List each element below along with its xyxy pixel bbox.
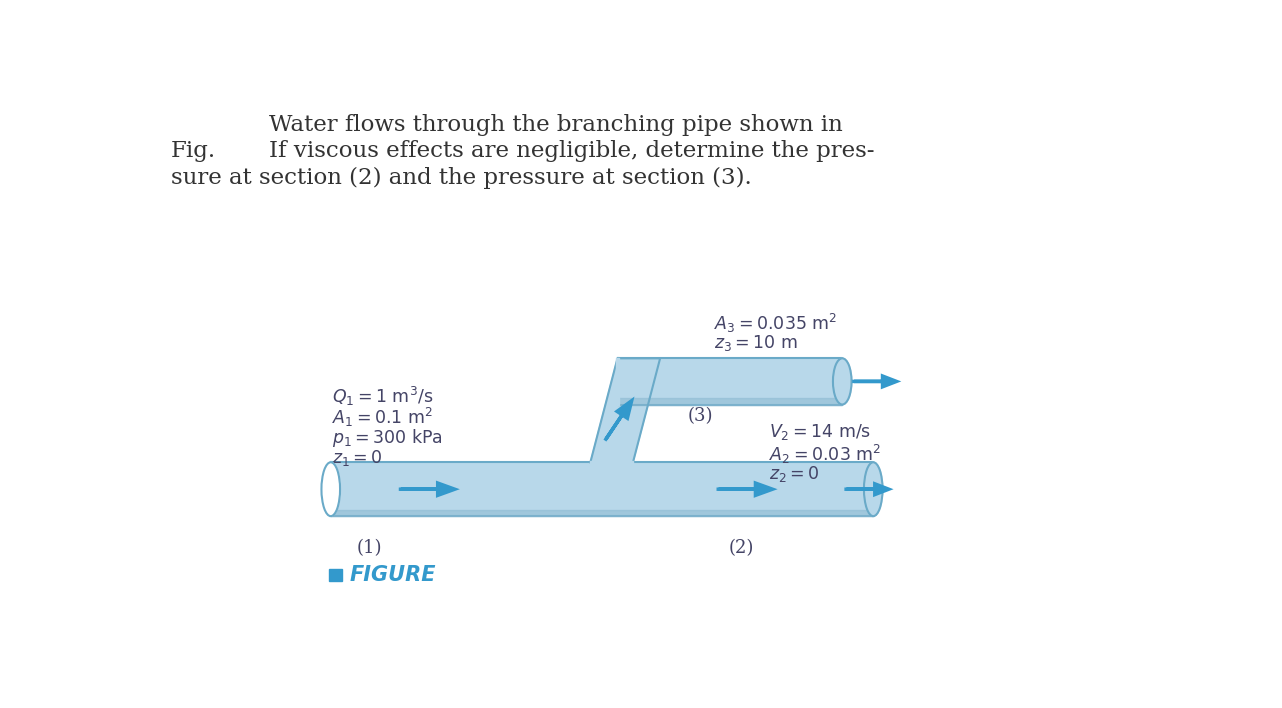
Polygon shape <box>618 358 842 404</box>
Text: $Q_1 = 1\ \mathrm{m^3/s}$: $Q_1 = 1\ \mathrm{m^3/s}$ <box>332 385 433 409</box>
Text: Fig.: Fig. <box>171 140 217 162</box>
Text: (1): (1) <box>356 539 382 557</box>
FancyArrow shape <box>718 483 773 496</box>
Text: FIGURE: FIGURE <box>350 565 436 585</box>
Text: $p_1 = 300\ \mathrm{kPa}$: $p_1 = 300\ \mathrm{kPa}$ <box>332 427 444 449</box>
Ellipse shape <box>322 462 340 516</box>
Text: $z_2 = 0$: $z_2 = 0$ <box>769 464 819 484</box>
Text: If viscous effects are negligible, determine the pres-: If viscous effects are negligible, deter… <box>269 140 874 162</box>
Ellipse shape <box>833 358 851 404</box>
Text: $A_3 = 0.035\ \mathrm{m^2}$: $A_3 = 0.035\ \mathrm{m^2}$ <box>714 312 837 335</box>
FancyArrow shape <box>846 484 888 495</box>
Polygon shape <box>591 358 660 462</box>
FancyArrow shape <box>400 483 455 496</box>
Text: (3): (3) <box>687 407 713 425</box>
Ellipse shape <box>864 462 882 516</box>
Polygon shape <box>615 358 619 404</box>
Text: $V_2 = 14\ \mathrm{m/s}$: $V_2 = 14\ \mathrm{m/s}$ <box>769 422 870 442</box>
Polygon shape <box>329 569 341 581</box>
Polygon shape <box>331 462 873 516</box>
Polygon shape <box>591 461 633 464</box>
Text: sure at section (2) and the pressure at section (3).: sure at section (2) and the pressure at … <box>171 166 751 188</box>
FancyArrow shape <box>854 376 896 387</box>
Text: (2): (2) <box>728 539 754 557</box>
Text: $A_1 = 0.1\ \mathrm{m^2}$: $A_1 = 0.1\ \mathrm{m^2}$ <box>332 406 433 429</box>
Polygon shape <box>331 510 873 516</box>
FancyArrow shape <box>606 401 632 439</box>
Text: $z_3 = 10\ \mathrm{m}$: $z_3 = 10\ \mathrm{m}$ <box>714 333 799 353</box>
Text: $A_2 = 0.03\ \mathrm{m^2}$: $A_2 = 0.03\ \mathrm{m^2}$ <box>769 443 881 466</box>
Polygon shape <box>618 399 842 404</box>
Text: $z_1 = 0$: $z_1 = 0$ <box>332 447 383 467</box>
Text: Water flows through the branching pipe shown in: Water flows through the branching pipe s… <box>269 114 842 136</box>
